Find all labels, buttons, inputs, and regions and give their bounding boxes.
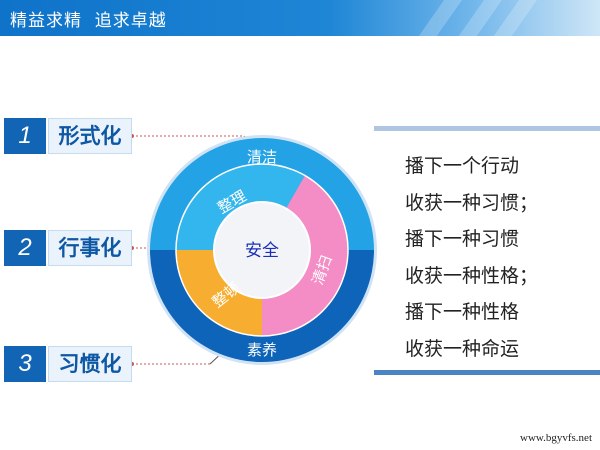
step-2: 2 行事化 [4,230,132,266]
quote-line: 播下一种性格 [405,301,520,323]
quote-bottom-bar [374,370,600,375]
step-1: 1 形式化 [4,118,132,154]
step-number: 3 [4,346,46,382]
quote-line: 收获一种命运 [405,337,520,360]
quote-list: 播下一个行动 收获一种习惯； 播下一种习惯 收获一种性格； 播下一种性格 收获一… [405,148,538,367]
quote-line: 收获一种性格； [405,264,539,287]
inner-ring-edge [175,163,349,337]
label-outer-top: 清洁 [247,148,277,166]
label-center: 安全 [245,241,279,261]
label-outer-bottom: 素养 [247,341,277,359]
page-title: 精益求精 追求卓越 [10,11,167,31]
header-banner: 精益求精 追求卓越 [0,0,600,36]
step-label: 形式化 [48,118,132,154]
quote-line: 收获一种习惯； [405,191,539,214]
step-number: 2 [4,230,46,266]
step-3: 3 习惯化 [4,346,132,382]
step-number: 1 [4,118,46,154]
quote-top-bar [374,126,600,131]
quote-line: 播下一种习惯 [405,228,520,250]
footer-url: www.bgyvfs.net [520,432,592,444]
step-label: 行事化 [48,230,132,266]
quote-line: 播下一个行动 [405,155,520,177]
step-label: 习惯化 [48,346,132,382]
center-circle [213,201,311,299]
